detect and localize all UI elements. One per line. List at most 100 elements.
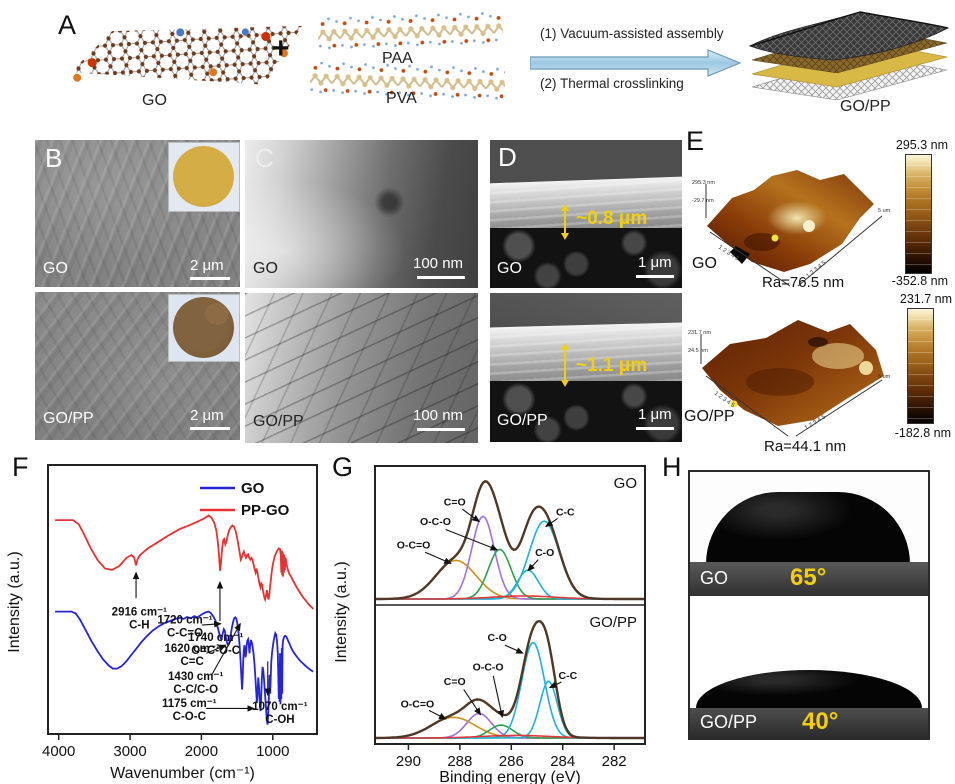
paa-molecule-illustration [318, 12, 503, 54]
panel-g-letter: G [332, 452, 354, 482]
xps-annotation-arrow [462, 508, 481, 523]
afm-go-zaxis-min: -29.7 nm [692, 198, 714, 204]
xps-envelope [375, 619, 645, 740]
contact-angle-image-go: GO 65° [690, 472, 928, 596]
afm-gopp-zaxis-max: 231.7 nm [688, 330, 711, 336]
xsec-gopp-scalebar-label: 1 μm [638, 406, 672, 423]
afm-gopp-sample-label: GO/PP [684, 408, 735, 425]
ftir-annotation: C-C=O [167, 628, 203, 640]
gopp-water-droplet [696, 670, 922, 708]
xps-annotation: C-O [488, 632, 507, 644]
crosssection-image-go: D ~0.8 μm GO 1 μm [490, 140, 682, 288]
tem-image-go: C GO 100 nm [245, 140, 478, 288]
afm-gopp-roughness: Ra=44.1 nm [764, 438, 847, 455]
tem-go-scalebar [417, 276, 465, 279]
panel-b-letter: B [45, 143, 63, 173]
sem-gopp-scalebar-label: 2 μm [190, 407, 224, 424]
xps-annotation: C-O [535, 547, 554, 559]
xsec-gopp-scalebar [636, 427, 674, 430]
ftir-annotation: 1720 cm⁻¹ [157, 615, 212, 627]
xps-annotation-arrow [445, 528, 499, 551]
ftir-x-tick-label: 3000 [113, 743, 146, 760]
assembly-step2-text: (2) Thermal crosslinking [540, 76, 684, 91]
ftir-annotation: C-OH [265, 714, 294, 726]
ftir-annotation: C-O-C [173, 711, 206, 723]
ftir-curve-GO [55, 610, 314, 725]
contact-angle-panel: GO 65° GO/PP 40° [688, 470, 930, 740]
tem-gopp-scalebar [417, 428, 465, 431]
gopp-stack-illustration [748, 11, 950, 100]
xps-annotation: O-C=O [397, 540, 431, 552]
afm-gopp-axis-unit: 5 um [878, 374, 891, 380]
xps-annotation-arrow [545, 517, 558, 528]
panel-d-letter: D [498, 142, 517, 172]
ftir-x-tick-label: 1000 [256, 743, 289, 760]
ftir-annotation: 1175 cm⁻¹ [162, 698, 217, 710]
ftir-annotation: 1070 cm⁻¹ [252, 701, 307, 713]
gopp-thickness-label: ~1.1 μm [576, 355, 648, 376]
xps-annotation: O-C-O [420, 516, 451, 528]
tem-go-sample-label: GO [253, 260, 278, 277]
go-membrane-disc [173, 146, 234, 207]
ftir-annotation: C=C [180, 656, 203, 668]
xps-annotation: C-C [556, 506, 575, 518]
go-membrane-photo-inset [168, 142, 240, 212]
xps-annotation: C=O [444, 497, 466, 509]
panel-f-letter: F [12, 452, 29, 482]
xps-subplot-title: GO/PP [589, 614, 637, 631]
xsec-go-scalebar [636, 275, 674, 278]
xsec-go-scalebar-label: 1 μm [638, 254, 672, 271]
xps-x-tick-label: 286 [499, 753, 524, 770]
gopp-membrane-photo-inset [168, 294, 240, 362]
gopp-substrate: GO/PP 40° [690, 708, 928, 738]
gopp-product-label: GO/PP [840, 98, 891, 115]
go-water-droplet [706, 492, 910, 564]
afm-go-colorbar-min: -352.8 nm [891, 274, 948, 288]
afm-go-axis-unit: 5 um [878, 208, 891, 214]
xps-annotation-arrow [504, 644, 524, 654]
afm-go-zaxis-max: 295.3 nm [692, 180, 715, 186]
xps-annotation: C=O [444, 676, 466, 688]
crosssection-image-gopp: ~1.1 μm GO/PP 1 μm [490, 293, 682, 442]
contact-go-sample-label: GO [700, 568, 729, 588]
ftir-x-tick-label: 2000 [185, 743, 218, 760]
xps-annotation-arrow [424, 551, 452, 564]
xps-annotation-arrow [527, 559, 539, 572]
sem-gopp-scalebar [190, 427, 230, 430]
xps-x-tick-label: 288 [447, 753, 472, 770]
afm-gopp-colorbar [907, 308, 934, 424]
xps-x-tick-label: 282 [602, 753, 627, 770]
go-substrate: GO 65° [690, 562, 928, 596]
gopp-membrane-patch [205, 303, 229, 325]
xps-x-tick-label: 290 [396, 753, 421, 770]
assembly-step1-text: (1) Vacuum-assisted assembly [540, 26, 724, 41]
afm-gopp-zaxis-min: 24.5 nm [688, 348, 708, 354]
afm-go-colorbar-max: 295.3 nm [895, 138, 948, 152]
ftir-curve-PP-GO [55, 514, 315, 610]
xps-component-C-O [375, 641, 645, 739]
sem-go-scalebar-label: 2 μm [190, 257, 224, 274]
pva-label: PVA [386, 90, 417, 107]
xps-y-axis-title: Intensity (a.u.) [333, 561, 350, 662]
xps-annotation: O-C=O [401, 698, 435, 710]
sem-image-go: B GO 2 μm [35, 140, 240, 287]
plus-sign: + [272, 32, 290, 65]
ftir-annotation: O=C-O-C [191, 645, 240, 657]
xps-component-C=O [375, 515, 645, 600]
xps-annotation-arrow [428, 709, 447, 720]
ftir-annotation-arrow [210, 622, 241, 677]
ftir-annotation: C-C/C-O [173, 684, 218, 696]
ftir-x-tick-label: 4000 [42, 743, 75, 760]
ftir-annotation: 1740 cm⁻¹ [188, 632, 243, 644]
ftir-annotation: 2916 cm⁻¹ [112, 607, 167, 619]
gopp-contact-angle-value: 40° [802, 708, 839, 735]
xps-annotation-arrow [548, 681, 562, 689]
xps-component-C-C [375, 520, 645, 600]
afm-gopp-colorbar-max: 231.7 nm [899, 292, 952, 306]
panel-c-letter: C [255, 143, 274, 173]
process-arrow-icon [530, 49, 742, 77]
xps-x-axis-title: Binding energy (eV) [439, 769, 580, 784]
ftir-annotation-arrow [206, 644, 227, 654]
